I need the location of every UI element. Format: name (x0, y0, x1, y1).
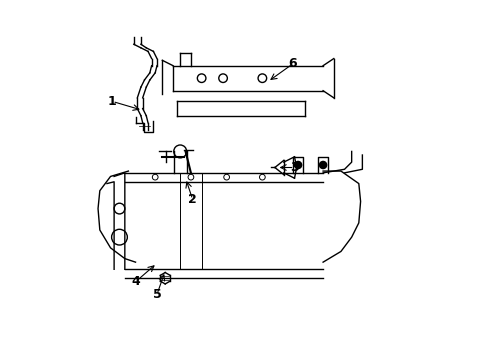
Circle shape (319, 161, 326, 168)
Text: 1: 1 (108, 95, 117, 108)
Text: 6: 6 (288, 57, 296, 71)
Text: 4: 4 (131, 275, 140, 288)
Circle shape (294, 161, 301, 168)
Text: 3: 3 (289, 161, 298, 174)
Text: 5: 5 (152, 288, 161, 301)
Text: 2: 2 (188, 193, 197, 206)
